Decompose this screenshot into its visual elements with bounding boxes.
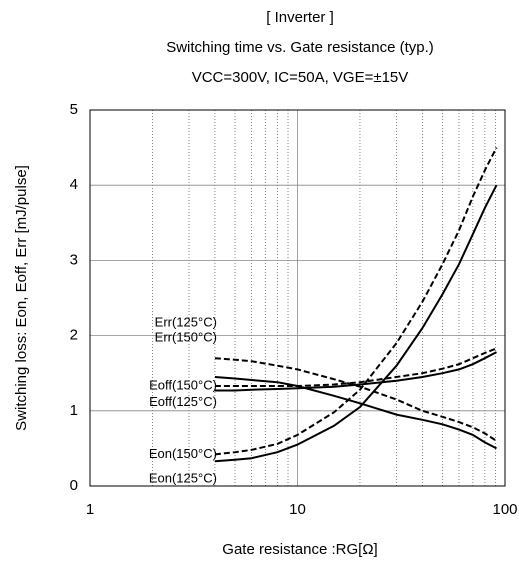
series-label: Eoff(150°C) (149, 377, 217, 392)
chart-title: [ Inverter ] (266, 9, 334, 26)
y-tick-label: 1 (70, 402, 78, 419)
x-axis-label: Gate resistance :RG[Ω] (222, 541, 377, 558)
series-label: Eoff(125°C) (149, 394, 217, 409)
plot-frame (89, 109, 506, 487)
chart-subtitle: Switching time vs. Gate resistance (typ.… (166, 39, 434, 56)
y-tick-label: 2 (70, 327, 78, 344)
x-tick-label: 100 (492, 501, 517, 518)
series-label: Err(125°C) (155, 314, 217, 329)
chart-conditions: VCC=300V, IC=50A, VGE=±15V (192, 69, 409, 86)
series-line (214, 351, 497, 392)
y-axis-label: Switching loss: Eon, Eoff, Err [mJ/pulse… (13, 165, 30, 431)
y-tick-label: 3 (70, 251, 78, 268)
x-tick-label: 1 (86, 501, 94, 518)
x-tick-label: 10 (289, 501, 306, 518)
series-label: Eon(125°C) (149, 471, 217, 486)
series-label: Eon(150°C) (149, 446, 217, 461)
y-tick-label: 5 (70, 101, 78, 118)
series-line (214, 184, 498, 463)
series-line (214, 347, 497, 387)
y-tick-label: 4 (70, 176, 78, 193)
y-tick-label: 0 (70, 477, 78, 494)
series-line (214, 357, 498, 442)
series-line (214, 147, 498, 456)
series-label: Err(150°C) (155, 330, 217, 345)
series-line (214, 376, 497, 450)
